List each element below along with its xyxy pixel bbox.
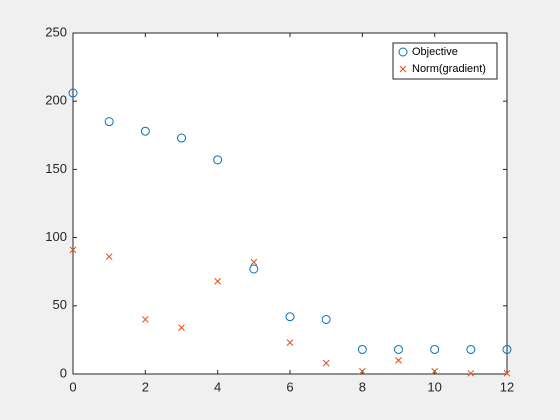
- y-tick-label: 50: [53, 297, 67, 312]
- x-tick-label: 0: [69, 379, 76, 394]
- y-tick-label: 200: [45, 93, 67, 108]
- point: [357, 344, 367, 354]
- x-tick-label: 6: [286, 379, 293, 394]
- legend-text: Norm(gradient): [412, 63, 486, 75]
- point: [178, 324, 185, 331]
- point: [213, 155, 223, 165]
- x-tick-label: 4: [214, 379, 221, 394]
- point: [286, 339, 294, 346]
- legend-marker: [398, 47, 408, 57]
- x-tick-label: 12: [500, 379, 514, 394]
- point: [177, 133, 186, 143]
- y-tick-label: 250: [45, 24, 67, 39]
- legend-marker: [399, 65, 407, 73]
- point: [140, 126, 150, 136]
- point: [322, 359, 330, 367]
- point: [358, 367, 366, 375]
- point: [285, 312, 295, 322]
- point: [105, 253, 113, 261]
- point: [321, 314, 331, 324]
- y-tick-label: 150: [45, 161, 67, 176]
- point: [466, 344, 476, 354]
- point: [69, 246, 77, 254]
- legend-box: [392, 42, 498, 80]
- point: [394, 344, 403, 354]
- point: [467, 369, 475, 377]
- y-tick-label: 0: [60, 365, 67, 380]
- point: [104, 117, 114, 127]
- point: [68, 88, 78, 98]
- x-tick-label: 2: [142, 379, 149, 394]
- y-tick-label: 100: [45, 229, 67, 244]
- point: [502, 344, 512, 354]
- point: [431, 367, 439, 375]
- point: [395, 357, 402, 364]
- point: [141, 316, 149, 323]
- axes-box: [72, 32, 508, 375]
- point: [249, 264, 259, 274]
- point: [214, 277, 222, 285]
- point: [503, 369, 511, 377]
- x-tick-label: 10: [427, 379, 441, 394]
- x-tick-label: 8: [359, 379, 366, 394]
- legend-text: Objective: [412, 46, 458, 58]
- point: [430, 344, 440, 354]
- plot-area: [73, 33, 507, 374]
- point: [250, 258, 258, 266]
